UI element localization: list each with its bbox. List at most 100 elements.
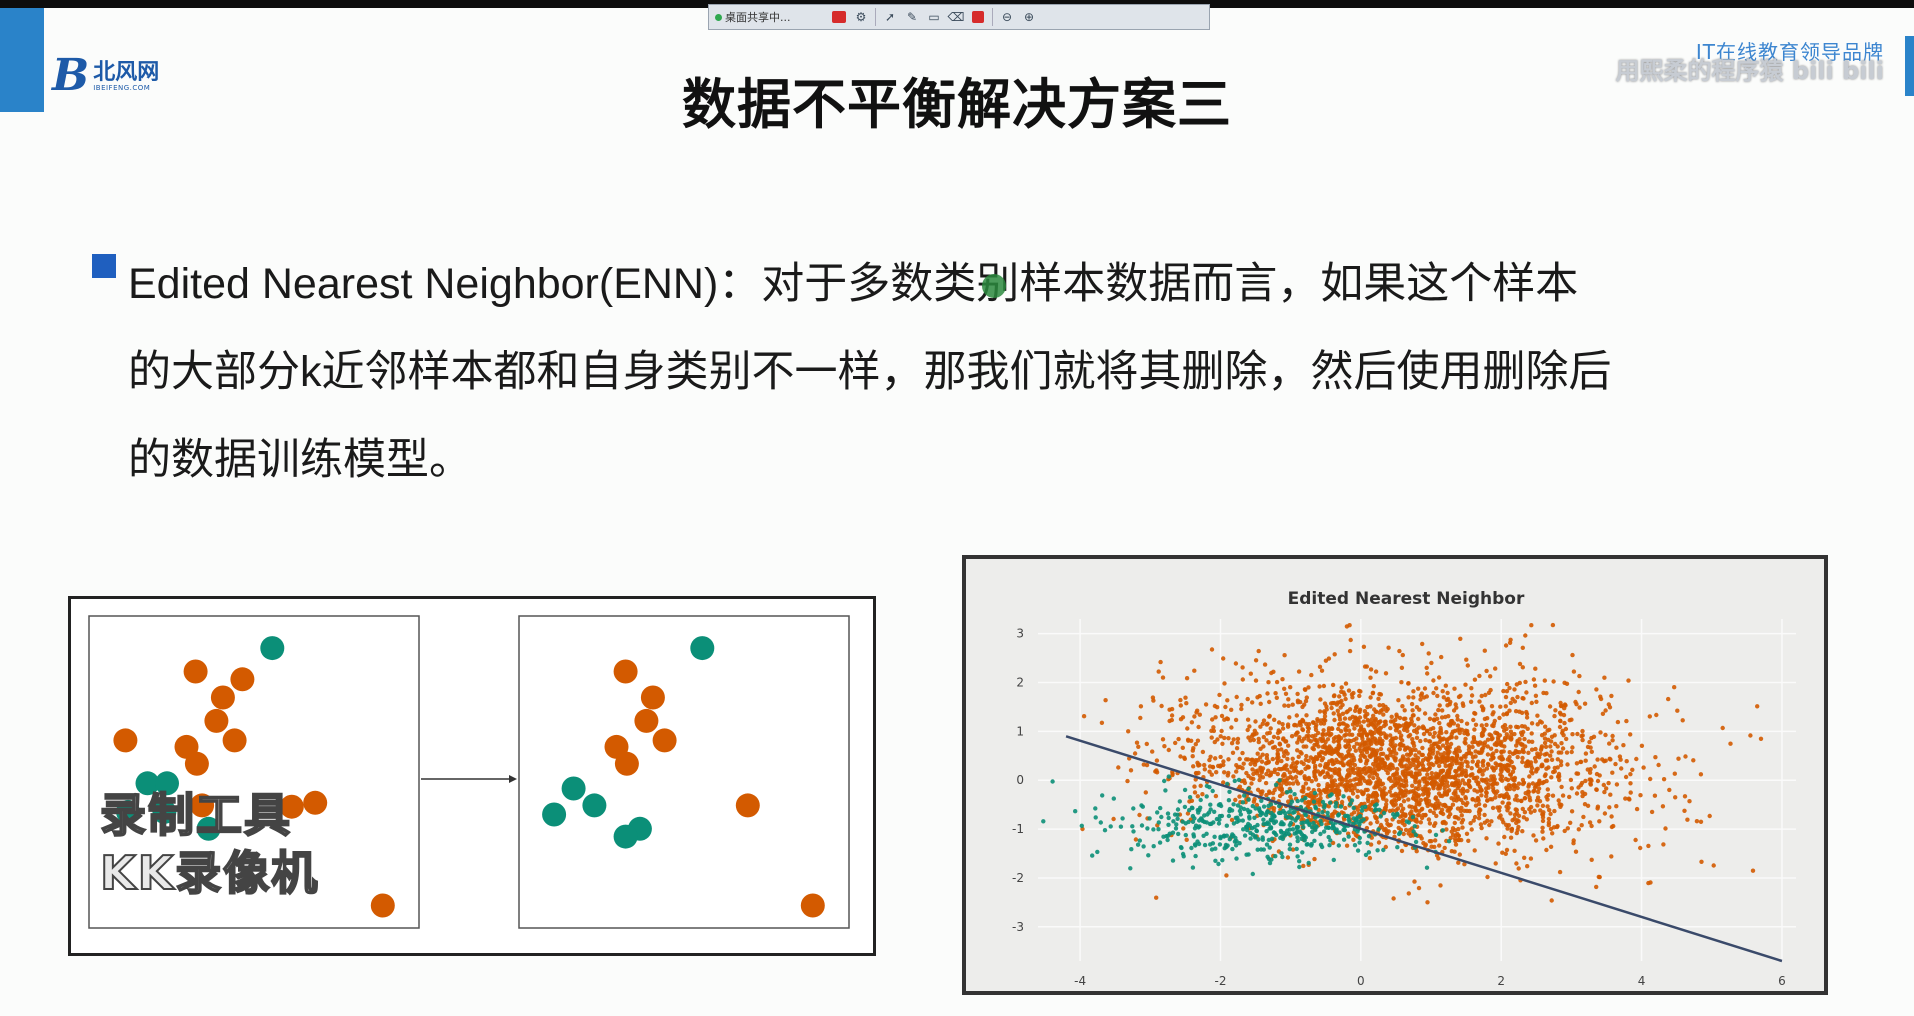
scatter-point [1256, 806, 1262, 811]
scatter-point [1498, 767, 1504, 772]
scatter-point [1459, 718, 1464, 724]
scatter-point [1396, 723, 1401, 728]
scatter-point [1464, 773, 1469, 778]
scatter-point [1319, 844, 1325, 850]
scatter-point [1561, 712, 1567, 718]
scatter-point [1216, 861, 1221, 867]
scatter-point [1233, 717, 1239, 723]
scatter-point [1324, 745, 1330, 751]
pen-icon[interactable]: ✎ [906, 10, 918, 24]
scatter-point [1413, 753, 1418, 758]
scatter-point [1329, 731, 1334, 737]
scatter-point [1259, 798, 1264, 803]
scatter-point [1475, 795, 1481, 801]
scatter-point [1648, 880, 1653, 885]
scatter-point [1213, 858, 1218, 863]
scatter-point [1190, 805, 1195, 811]
rectangle-icon[interactable]: ▭ [928, 10, 940, 24]
scatter-point [1488, 746, 1494, 751]
scatter-point [1516, 824, 1521, 830]
eraser-icon[interactable]: ⌫ [947, 10, 965, 24]
scatter-point [1426, 790, 1431, 796]
scatter-point [1313, 824, 1318, 829]
scatter-point [1435, 693, 1440, 699]
scatter-point [1268, 726, 1273, 731]
logo-text: 北风网 IBEIFENG.COM [93, 60, 159, 92]
scatter-point [1639, 743, 1645, 748]
scatter-point [1414, 808, 1419, 813]
scatter-point [1125, 778, 1130, 784]
scatter-point [1522, 855, 1527, 860]
scatter-point [1221, 656, 1226, 661]
scatter-point [1229, 808, 1235, 813]
scatter-point [1314, 722, 1319, 728]
scatter-point [1194, 710, 1199, 715]
scatter-point [1363, 761, 1369, 766]
scatter-point [1414, 849, 1419, 854]
scatter-point [1405, 725, 1410, 730]
scatter-point [1133, 837, 1139, 842]
scatter-point [1445, 690, 1450, 696]
scatter-point [1156, 669, 1161, 674]
scatter-point [1594, 787, 1599, 792]
scatter-point [1626, 678, 1631, 683]
scatter-point [1327, 800, 1333, 805]
scatter-point [1316, 751, 1322, 756]
scatter-point [1154, 768, 1159, 773]
scatter-point [1535, 803, 1540, 808]
scatter-point [1453, 702, 1458, 707]
scatter-point [1491, 710, 1496, 715]
scatter-point [1399, 782, 1404, 788]
share-label: 桌面共享中... [725, 11, 791, 24]
scatter-point [1216, 821, 1222, 826]
logo-cn: 北风网 [93, 59, 160, 85]
stop-icon[interactable] [970, 9, 986, 25]
scatter-point [1463, 795, 1468, 800]
settings-icon[interactable]: ⚙ [855, 10, 867, 24]
scatter-point [1518, 741, 1523, 746]
scatter-point [1436, 707, 1441, 713]
scatter-point [1509, 759, 1514, 765]
scatter-point [1524, 690, 1529, 695]
scatter-point [1517, 737, 1522, 742]
scatter-point [1337, 700, 1342, 705]
scatter-point [1504, 822, 1509, 828]
scatter-point [1353, 705, 1359, 710]
scatter-point [1297, 859, 1302, 864]
scatter-point [1160, 737, 1166, 742]
scatter-point [1190, 754, 1195, 759]
scatter-point [1481, 768, 1486, 773]
scatter-point [1628, 790, 1633, 795]
scatter-point [1469, 686, 1474, 691]
scatter-point [1559, 784, 1564, 790]
scatter-point [1464, 808, 1470, 814]
scatter-point [1359, 808, 1365, 813]
zoom-in-icon[interactable]: ⊕ [1023, 10, 1035, 24]
scatter-point [1346, 738, 1352, 743]
scatter-point [1281, 780, 1286, 785]
scatter-point [1295, 691, 1300, 697]
scatter-point [1420, 745, 1425, 751]
scatter-point [1463, 768, 1468, 773]
scatter-point [1309, 779, 1314, 784]
scatter-point [1439, 730, 1444, 736]
scatter-point [1358, 689, 1363, 694]
zoom-out-icon[interactable]: ⊖ [1001, 10, 1013, 24]
scatter-point [1381, 723, 1387, 729]
scatter-point [1274, 695, 1279, 700]
scatter-point [1329, 746, 1334, 751]
y-tick-label: 0 [1016, 773, 1024, 787]
scatter-point [1470, 797, 1475, 802]
scatter-point [1175, 812, 1180, 817]
scatter-point [1423, 797, 1428, 802]
record-icon[interactable] [831, 9, 847, 25]
scatter-point [1545, 758, 1550, 763]
scatter-point [1299, 814, 1305, 819]
scatter-point [1445, 696, 1451, 702]
orange-sample-point [204, 708, 229, 733]
desktop-share-status[interactable]: 桌面共享中... [715, 9, 825, 25]
scatter-point [1466, 778, 1472, 783]
pointer-icon[interactable]: ➚ [884, 10, 896, 24]
scatter-point [1486, 762, 1491, 768]
x-tick-label: -2 [1214, 974, 1226, 988]
